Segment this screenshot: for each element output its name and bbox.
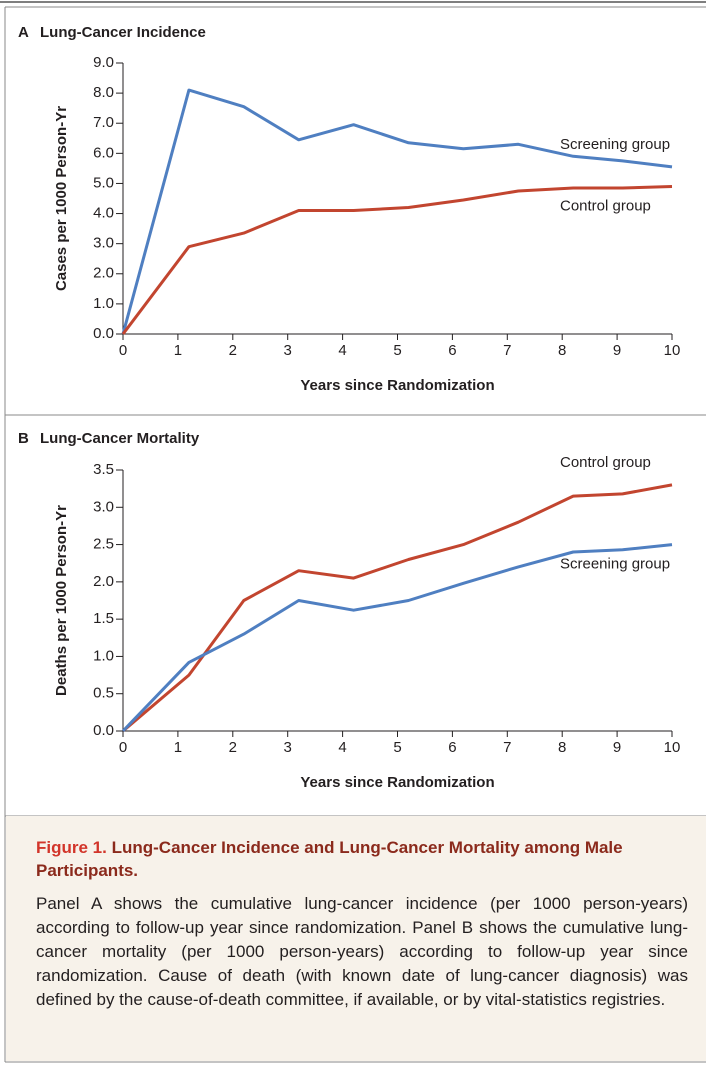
panel-letter: A [18, 24, 29, 41]
series-label: Screening group [560, 556, 670, 573]
x-axis-title: Years since Randomization [300, 377, 494, 394]
y-axis-title: Deaths per 1000 Person-Yr [53, 505, 70, 696]
series-label: Screening group [560, 136, 670, 153]
x-tick-label: 10 [664, 342, 681, 359]
y-tick-label: 3.5 [93, 461, 114, 478]
y-axis-title: Cases per 1000 Person-Yr [53, 106, 70, 291]
x-tick-label: 4 [338, 739, 346, 756]
x-tick-label: 2 [229, 342, 237, 359]
x-tick-label: 7 [503, 739, 511, 756]
caption: Figure 1. Lung-Cancer Incidence and Lung… [6, 816, 706, 1061]
y-tick-label: 5.0 [93, 174, 114, 191]
y-tick-label: 3.0 [93, 498, 114, 515]
y-tick-label: 0.5 [93, 685, 114, 702]
figure-title: Lung-Cancer Incidence and Lung-Cancer Mo… [36, 838, 623, 880]
x-tick-label: 3 [284, 739, 292, 756]
series-label: Control group [560, 454, 651, 471]
y-tick-label: 2.0 [93, 265, 114, 282]
x-tick-label: 9 [613, 739, 621, 756]
x-tick-label: 10 [664, 739, 681, 756]
x-tick-label: 6 [448, 342, 456, 359]
x-tick-label: 7 [503, 342, 511, 359]
x-tick-label: 3 [284, 342, 292, 359]
y-tick-label: 3.0 [93, 235, 114, 252]
y-tick-label: 7.0 [93, 114, 114, 131]
caption-text: Panel A shows the cumulative lung-cancer… [36, 894, 688, 1009]
y-tick-label: 0.0 [93, 722, 114, 739]
y-tick-label: 0.0 [93, 325, 114, 342]
x-tick-label: 0 [119, 739, 127, 756]
x-tick-label: 0 [119, 342, 127, 359]
x-tick-label: 6 [448, 739, 456, 756]
y-tick-label: 2.5 [93, 536, 114, 553]
y-tick-label: 9.0 [93, 54, 114, 71]
figure-label: Figure 1. [36, 838, 107, 857]
x-tick-label: 5 [393, 342, 401, 359]
series-label: Control group [560, 197, 651, 214]
x-tick-label: 8 [558, 342, 566, 359]
x-tick-label: 8 [558, 739, 566, 756]
y-tick-label: 1.0 [93, 647, 114, 664]
y-tick-label: 1.5 [93, 610, 114, 627]
y-tick-label: 8.0 [93, 84, 114, 101]
panel-title: Lung-Cancer Mortality [40, 430, 200, 447]
panel-title: Lung-Cancer Incidence [40, 24, 206, 41]
x-tick-label: 1 [174, 342, 182, 359]
series-line [122, 483, 673, 733]
y-tick-label: 2.0 [93, 573, 114, 590]
series-line [121, 185, 673, 335]
series-line [121, 88, 673, 335]
y-tick-label: 6.0 [93, 144, 114, 161]
x-tick-label: 1 [174, 739, 182, 756]
series-line [121, 543, 673, 733]
x-tick-label: 5 [393, 739, 401, 756]
y-tick-label: 4.0 [93, 205, 114, 222]
caption-title: Figure 1. Lung-Cancer Incidence and Lung… [36, 836, 688, 882]
x-tick-label: 2 [229, 739, 237, 756]
y-tick-label: 1.0 [93, 295, 114, 312]
x-tick-label: 4 [338, 342, 346, 359]
x-tick-label: 9 [613, 342, 621, 359]
panel-letter: B [18, 430, 29, 447]
x-axis-title: Years since Randomization [300, 774, 494, 791]
